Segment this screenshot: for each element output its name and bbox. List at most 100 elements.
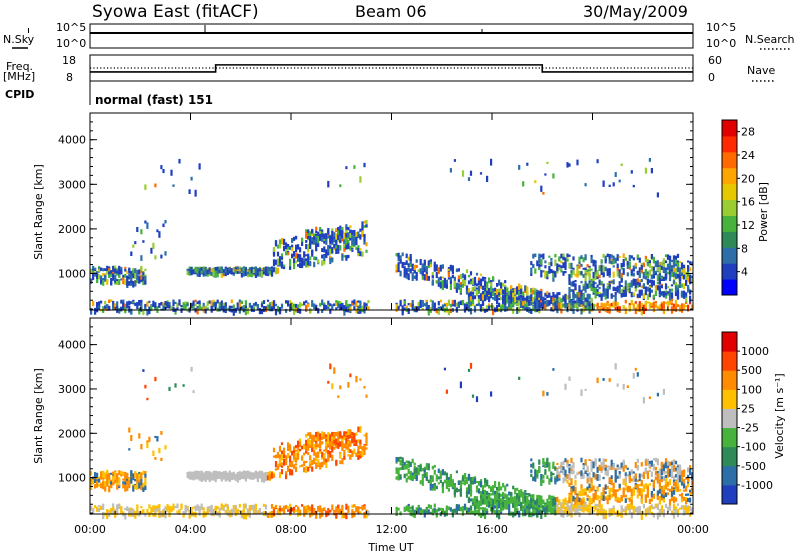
echo-cell xyxy=(570,489,572,494)
echo-cell xyxy=(583,506,585,512)
echo-cell xyxy=(456,269,458,273)
echo-cell xyxy=(351,246,353,248)
echo-cell xyxy=(689,261,691,263)
echo-cell xyxy=(233,269,235,272)
echo-cell xyxy=(633,476,635,482)
echo-cell xyxy=(327,511,329,516)
echo-cell xyxy=(522,301,524,306)
echo-cell xyxy=(195,471,197,474)
echo-cell xyxy=(566,463,568,467)
echo-cell xyxy=(518,284,520,290)
echo-cell xyxy=(609,281,611,284)
echo-cell xyxy=(651,254,653,259)
echo-cell xyxy=(568,280,570,285)
echo-cell xyxy=(158,303,160,307)
echo-cell xyxy=(213,472,215,474)
echo-cell xyxy=(488,303,490,305)
echo-cell xyxy=(609,496,611,500)
echo-cell xyxy=(480,513,482,518)
echo-cell xyxy=(566,295,568,300)
echo-cell xyxy=(607,472,609,476)
echo-cell xyxy=(631,292,633,297)
echo-cell xyxy=(645,291,647,296)
echo-cell xyxy=(627,290,629,292)
echo-cell xyxy=(484,277,486,280)
echo-cell xyxy=(233,505,235,509)
echo-cell xyxy=(359,176,361,183)
echo-cell xyxy=(440,265,442,272)
echo-cell xyxy=(273,456,275,458)
echo-cell xyxy=(593,495,595,502)
echo-cell xyxy=(365,436,367,442)
echo-cell xyxy=(327,228,329,235)
echo-cell xyxy=(351,236,353,242)
echo-cell xyxy=(568,464,570,466)
echo-cell xyxy=(492,289,494,293)
echo-cell xyxy=(355,453,357,457)
echo-cell xyxy=(96,302,98,308)
echo-cell xyxy=(237,271,239,274)
echo-cell xyxy=(325,239,327,245)
echo-cell xyxy=(587,294,589,300)
echo-cell xyxy=(207,301,209,306)
echo-cell xyxy=(140,300,142,303)
echo-cell xyxy=(617,464,619,471)
echo-cell xyxy=(211,268,213,272)
colorbar-swatch xyxy=(722,200,737,216)
echo-cell xyxy=(343,244,345,247)
echo-cell xyxy=(408,476,410,479)
echo-cell xyxy=(269,512,271,518)
echo-cell xyxy=(329,364,331,370)
echo-cell xyxy=(609,258,611,263)
echo-cell xyxy=(410,462,412,466)
echo-cell xyxy=(349,435,351,439)
echo-cell xyxy=(241,474,243,478)
echo-cell xyxy=(211,475,213,477)
echo-cell xyxy=(603,291,605,297)
echo-cell xyxy=(162,169,164,173)
echo-cell xyxy=(142,483,144,488)
echo-cell xyxy=(605,485,607,490)
echo-cell xyxy=(661,303,663,309)
echo-cell xyxy=(199,506,201,510)
echo-cell xyxy=(203,267,205,271)
echo-cell xyxy=(637,254,639,258)
echo-cell xyxy=(122,277,124,280)
echo-cell xyxy=(635,285,637,289)
echo-cell xyxy=(319,303,321,307)
echo-cell xyxy=(106,271,108,275)
echo-cell xyxy=(333,447,335,450)
echo-cell xyxy=(396,507,398,511)
echo-cell xyxy=(98,269,100,272)
echo-cell xyxy=(627,283,629,289)
echo-cell xyxy=(345,300,347,307)
echo-cell xyxy=(195,473,197,480)
echo-cell xyxy=(506,484,508,487)
echo-cell xyxy=(317,444,319,448)
echo-cell xyxy=(418,508,420,513)
echo-cell xyxy=(617,465,619,467)
echo-cell xyxy=(540,254,542,257)
echo-cell xyxy=(120,270,122,274)
echo-cell xyxy=(144,281,146,285)
cpid-label: CPID xyxy=(5,88,34,101)
echo-cell xyxy=(623,253,625,258)
echo-cell xyxy=(410,471,412,477)
echo-cell xyxy=(321,441,323,444)
echo-cell xyxy=(430,484,432,491)
echo-cell xyxy=(335,249,337,255)
echo-cell xyxy=(215,302,217,307)
echo-cell xyxy=(448,300,450,306)
echo-cell xyxy=(303,251,305,257)
echo-cell xyxy=(178,299,180,304)
echo-cell xyxy=(456,283,458,289)
echo-cell xyxy=(301,304,303,307)
echo-cell xyxy=(164,445,166,449)
echo-cell xyxy=(484,478,486,483)
echo-cell xyxy=(211,300,213,306)
echo-cell xyxy=(500,289,502,295)
echo-cell xyxy=(597,378,599,384)
echo-cell xyxy=(315,432,317,437)
echo-cell xyxy=(564,470,566,477)
echo-cell xyxy=(450,507,452,511)
